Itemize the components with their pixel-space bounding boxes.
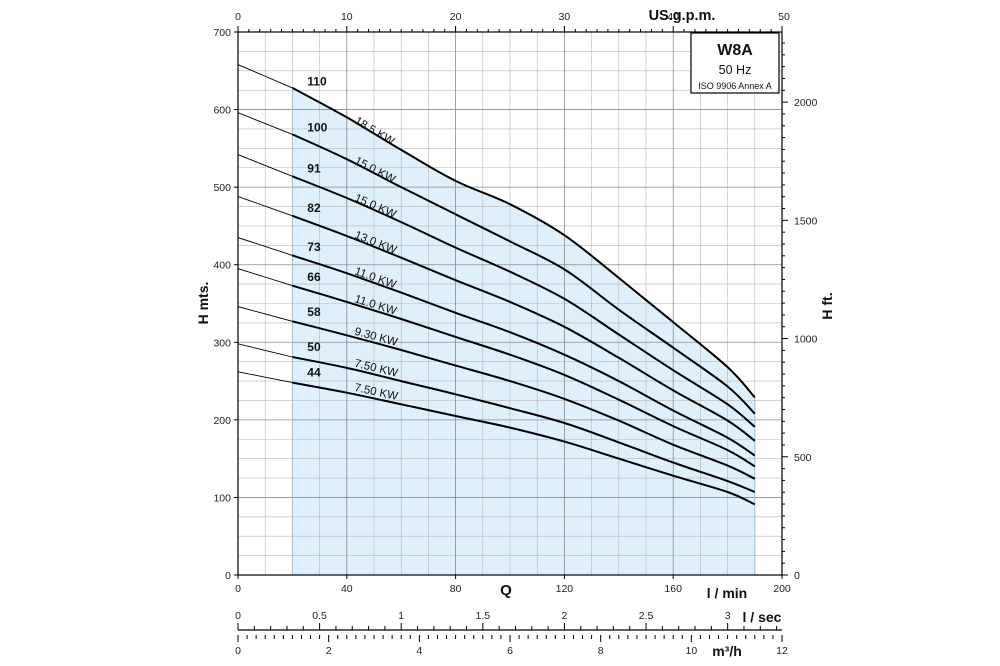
model-standard: ISO 9906 Annex A bbox=[698, 81, 772, 91]
y-right-tick-label: 1500 bbox=[794, 215, 818, 227]
curve-44 bbox=[292, 381, 756, 506]
y-left-tick-label: 0 bbox=[225, 570, 231, 582]
x-bottom-tick-label: 160 bbox=[664, 583, 682, 595]
x-bottom-tick-label: 40 bbox=[341, 583, 353, 595]
q-label: Q bbox=[500, 582, 512, 599]
curve-44-extension bbox=[238, 371, 293, 384]
x-m3h-tick-label: 0 bbox=[235, 645, 241, 657]
x-m3h-tick-label: 2 bbox=[326, 645, 332, 657]
y-right-tick-label: 1000 bbox=[794, 334, 818, 346]
x-m3h-tick-label: 12 bbox=[776, 645, 788, 657]
curve-50 bbox=[292, 356, 756, 493]
grid-major bbox=[238, 32, 782, 575]
curve-label-73: 73 bbox=[307, 240, 321, 254]
curve-label-91: 91 bbox=[307, 162, 321, 176]
y-left-tick-label: 200 bbox=[213, 415, 231, 427]
x-m3h-tick-label: 6 bbox=[507, 645, 513, 657]
x-sec-tick-label: 3 bbox=[725, 610, 731, 622]
curve-label-50: 50 bbox=[307, 340, 321, 354]
curve-110 bbox=[291, 87, 756, 399]
curve-label-110: 110 bbox=[307, 75, 327, 89]
y-right-tick-label: 2000 bbox=[794, 97, 818, 109]
curve-73-extension bbox=[238, 237, 293, 256]
x-sec-tick-label: 2.5 bbox=[639, 610, 654, 622]
curve-82-extension bbox=[238, 196, 293, 217]
x-m3h-tick-label: 8 bbox=[598, 645, 604, 657]
x-m3h-title: m³/h bbox=[712, 643, 742, 659]
curve-82 bbox=[292, 214, 756, 442]
curve-label-100: 100 bbox=[307, 120, 327, 134]
x-top-title: US.g.p.m. bbox=[649, 8, 716, 24]
x-bottom-tick-label: 200 bbox=[773, 583, 791, 595]
x-bottom-tick-label: 0 bbox=[235, 583, 241, 595]
x-sec-tick-label: 0 bbox=[235, 610, 241, 622]
curve-58-extension bbox=[238, 306, 293, 322]
x-sec-tick-label: 0.5 bbox=[312, 610, 327, 622]
y-right-tick-label: 500 bbox=[794, 452, 812, 464]
curve-50-extension bbox=[238, 343, 293, 358]
curve-91 bbox=[292, 175, 756, 428]
x-top-tick-label: 0 bbox=[235, 11, 241, 23]
curve-label-58: 58 bbox=[307, 305, 321, 319]
y-left-tick-label: 300 bbox=[213, 337, 231, 349]
x-sec-tick-label: 1 bbox=[398, 610, 404, 622]
curve-91-extension bbox=[238, 154, 293, 177]
x-top-tick-label: 50 bbox=[778, 11, 790, 23]
y-left-tick-label: 600 bbox=[213, 105, 231, 117]
x-bottom-tick-label: 120 bbox=[556, 583, 574, 595]
model-legend-box: W8A 50 Hz ISO 9906 Annex A bbox=[690, 32, 780, 94]
x-top-tick-label: 20 bbox=[450, 11, 462, 23]
x-sec-title: l / sec bbox=[743, 609, 782, 625]
x-m3h-tick-label: 4 bbox=[416, 645, 422, 657]
operating-range-area bbox=[292, 87, 755, 575]
curve-58 bbox=[292, 320, 756, 480]
curve-100-extension bbox=[238, 112, 293, 135]
performance-curves bbox=[238, 64, 756, 506]
x-top-tick-label: 30 bbox=[559, 11, 571, 23]
curve-label-44: 44 bbox=[307, 366, 321, 380]
y-left-tick-label: 400 bbox=[213, 260, 231, 272]
curve-label-66: 66 bbox=[307, 270, 321, 284]
x-bottom-title: l / min bbox=[707, 585, 747, 601]
y-right-tick-label: 0 bbox=[794, 570, 800, 582]
model-name: W8A bbox=[717, 42, 753, 59]
x-sec-tick-label: 1.5 bbox=[476, 610, 491, 622]
grid-minor bbox=[238, 32, 782, 575]
curve-label-82: 82 bbox=[307, 201, 321, 215]
curve-66 bbox=[292, 284, 756, 468]
y-left-title: H mts. bbox=[195, 282, 211, 325]
y-left-tick-label: 500 bbox=[213, 182, 231, 194]
operating-range-borders bbox=[291, 87, 756, 575]
model-box-frame bbox=[690, 32, 780, 94]
y-left-tick-label: 700 bbox=[213, 27, 231, 39]
x-top-tick-label: 40 bbox=[667, 11, 679, 23]
x-sec-tick-label: 2 bbox=[562, 610, 568, 622]
x-top-tick-label: 10 bbox=[341, 11, 353, 23]
curve-110-extension bbox=[238, 64, 293, 89]
x-m3h-tick-label: 10 bbox=[685, 645, 697, 657]
curve-100 bbox=[291, 133, 756, 415]
y-left-tick-label: 100 bbox=[213, 492, 231, 504]
curve-66-extension bbox=[238, 268, 293, 287]
x-bottom-tick-label: 80 bbox=[450, 583, 462, 595]
y-right-title: H ft. bbox=[819, 292, 835, 319]
curve-73 bbox=[292, 254, 756, 457]
model-frequency: 50 Hz bbox=[719, 63, 752, 77]
